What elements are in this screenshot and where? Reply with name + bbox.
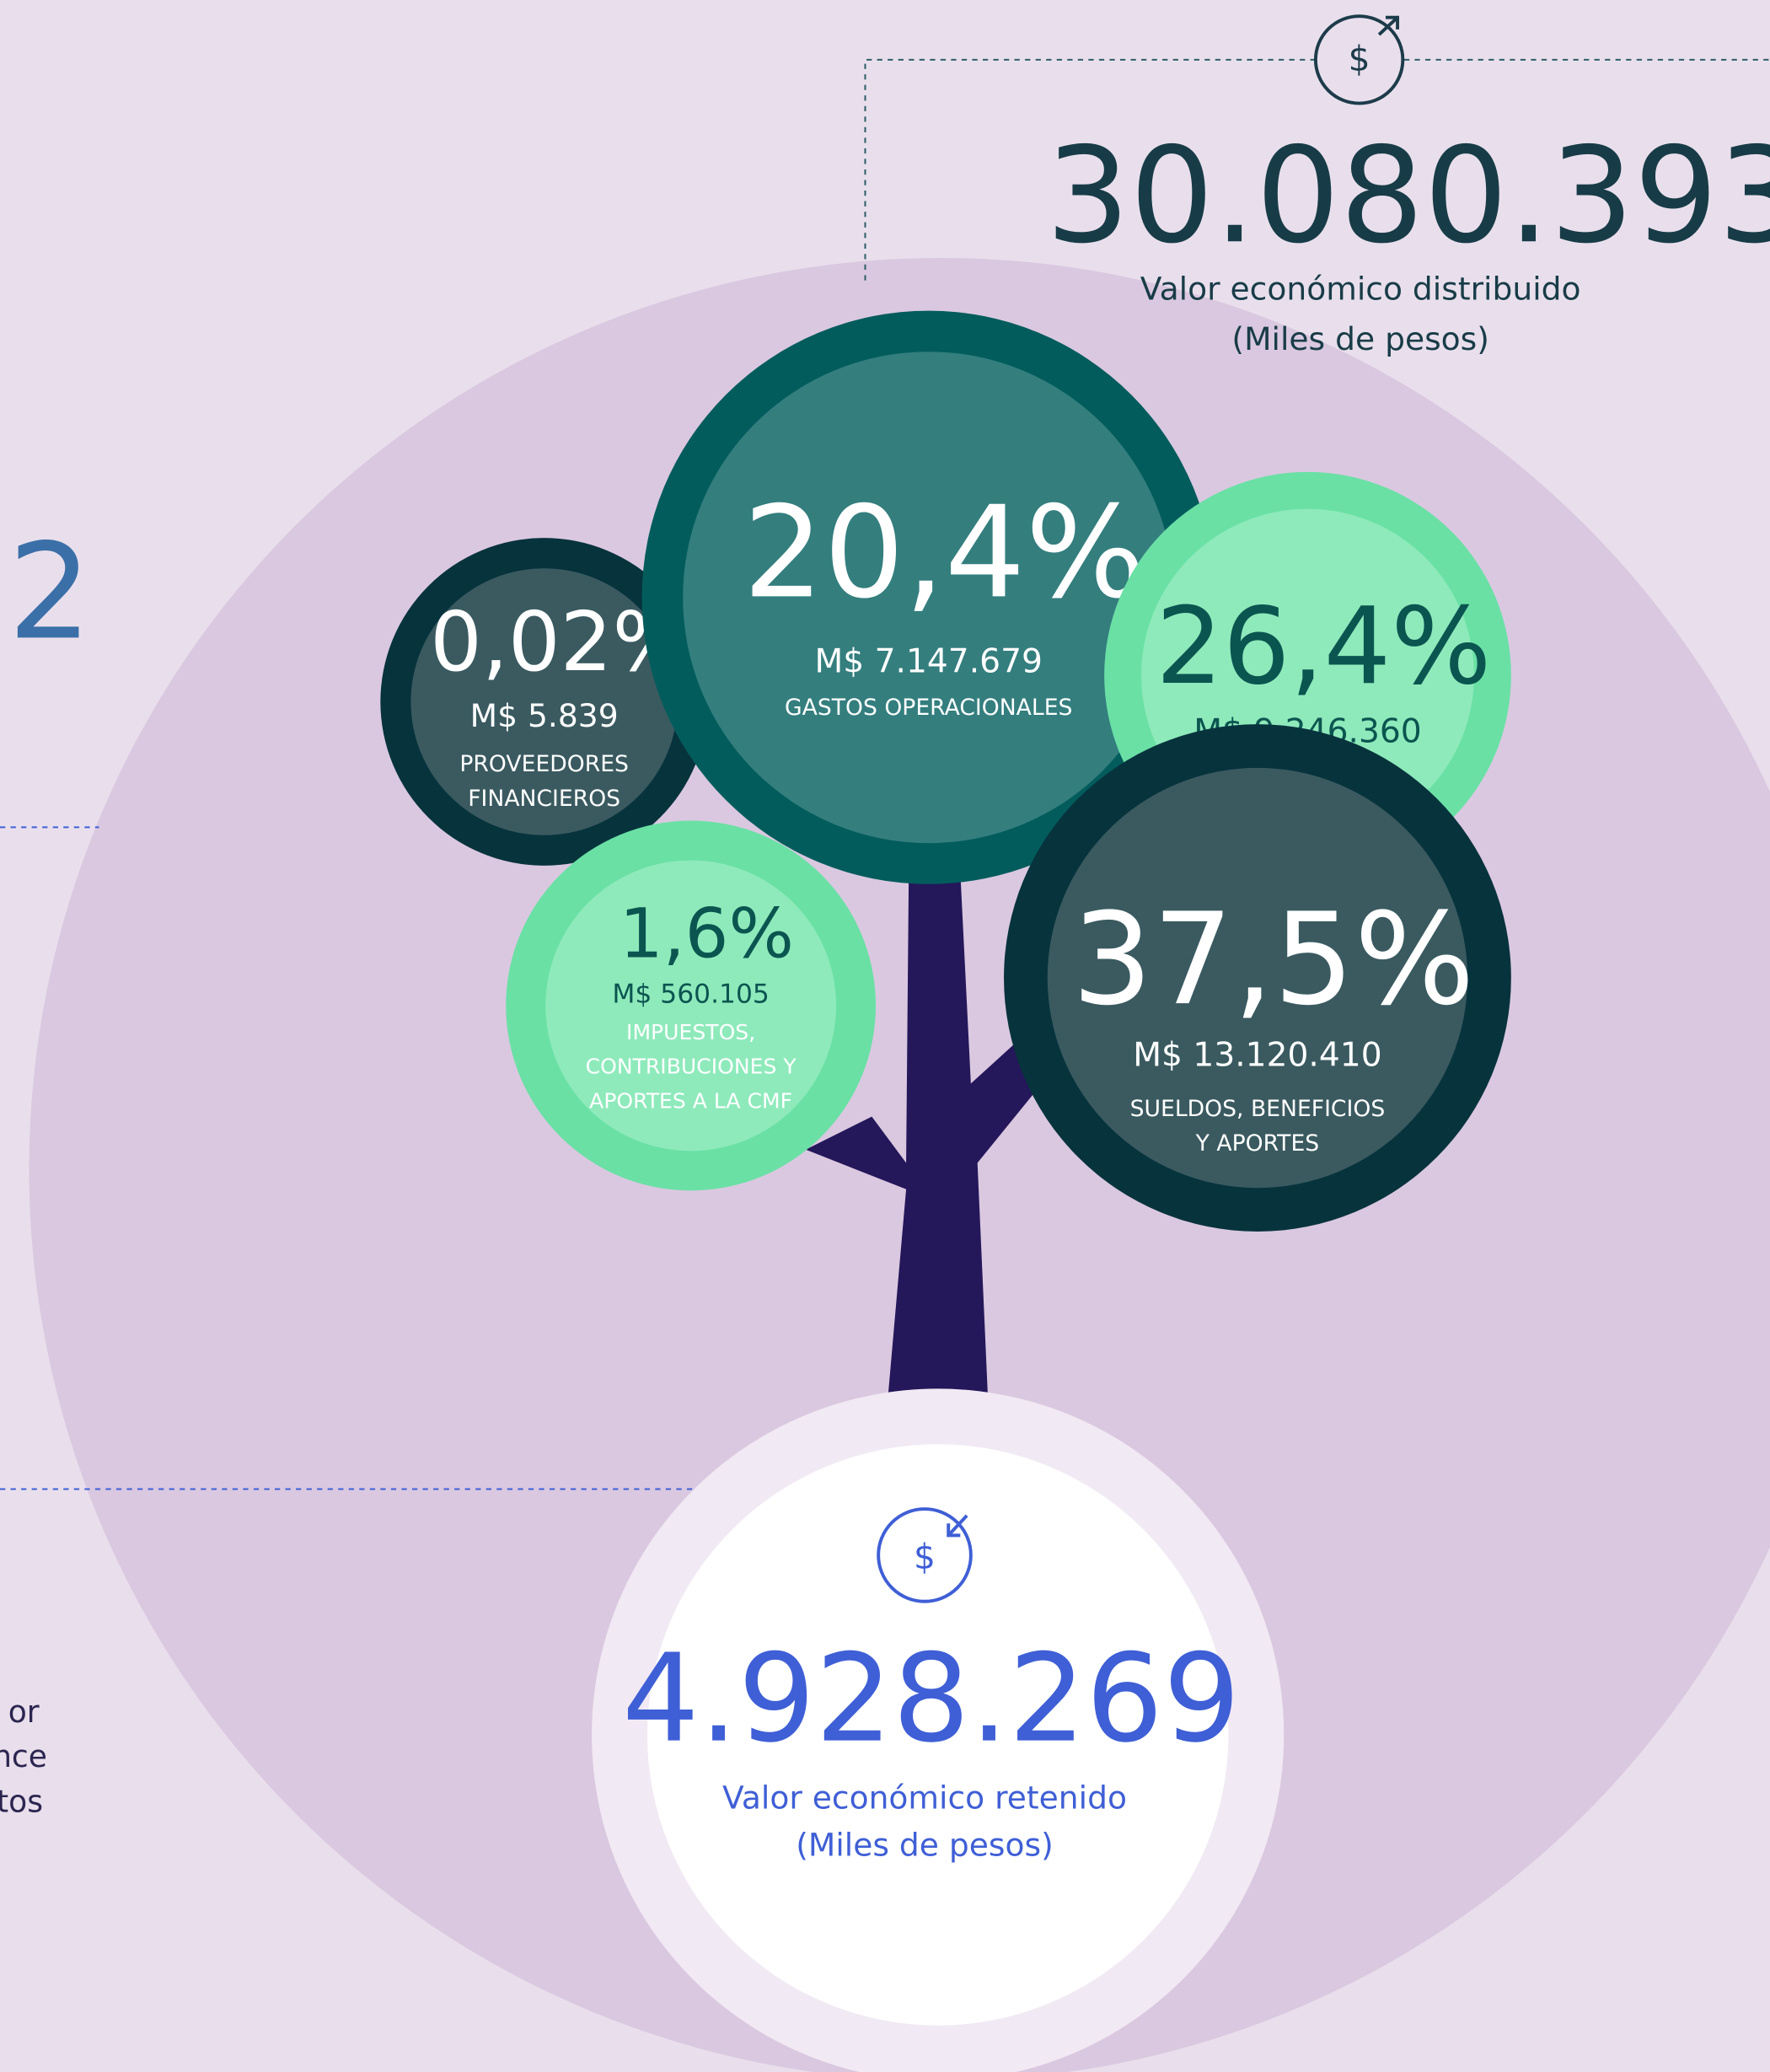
bubble-inner (1047, 767, 1468, 1189)
bubble-percent: 20,4% (743, 479, 1146, 626)
left-text: or nce tos (0, 1695, 47, 1820)
bubble-percent: 37,5% (1072, 886, 1475, 1033)
retained-label: (Miles de pesos) (796, 1827, 1054, 1864)
bubble-label: FINANCIEROS (468, 786, 620, 812)
distributed-label: (Miles de pesos) (1231, 320, 1489, 357)
left-fragment: nce (0, 1740, 47, 1774)
bubble-amount: M$ 560.105 (612, 979, 769, 1009)
retained-value: 4.928.269 (622, 1629, 1241, 1770)
bubble-label: PROVEEDORES (459, 751, 629, 777)
bubble-label: GASTOS OPERACIONALES (785, 695, 1072, 721)
money-in-icon: $ (877, 1507, 973, 1603)
bubble-label: IMPUESTOS, (626, 1020, 755, 1044)
bubble-inner (683, 352, 1175, 844)
bubble-amount: M$ 7.147.679 (814, 643, 1042, 681)
tree-trunk (805, 872, 1064, 1401)
svg-text:$: $ (914, 1537, 936, 1577)
bubbles: 0,02%M$ 5.839PROVEEDORESFINANCIEROS20,4%… (380, 310, 1511, 1232)
money-out-icon: $ (1313, 14, 1405, 105)
bubble-amount: M$ 13.120.410 (1133, 1037, 1381, 1075)
bubble-label: CONTRIBUCIONES Y (586, 1055, 797, 1079)
distributed-value: 30.080.393 (1046, 119, 1770, 272)
dashed-lines (0, 58, 1770, 1490)
retained-inner (646, 1444, 1229, 2026)
dashed-line (864, 58, 1770, 281)
bubble-inner (410, 568, 678, 835)
left-number: 52 (0, 515, 92, 668)
retained-label: Valor económico retenido (722, 1779, 1127, 1816)
bubble-amount: M$ 5.839 (470, 697, 619, 734)
distributed-label: Valor económico distribuido (1140, 271, 1581, 308)
bubble-label: Y APORTES (1195, 1130, 1320, 1157)
bubble-label: SUELDOS, BENEFICIOS (1130, 1096, 1386, 1122)
left-fragment: or (8, 1695, 40, 1730)
bubble-label: APORTES A LA CMF (589, 1088, 792, 1113)
svg-text:$: $ (1349, 38, 1370, 78)
bubble-percent: 1,6% (620, 894, 794, 974)
bubble-percent: 26,4% (1156, 585, 1491, 708)
left-fragment: tos (0, 1785, 43, 1820)
bubble-inner (545, 860, 837, 1151)
